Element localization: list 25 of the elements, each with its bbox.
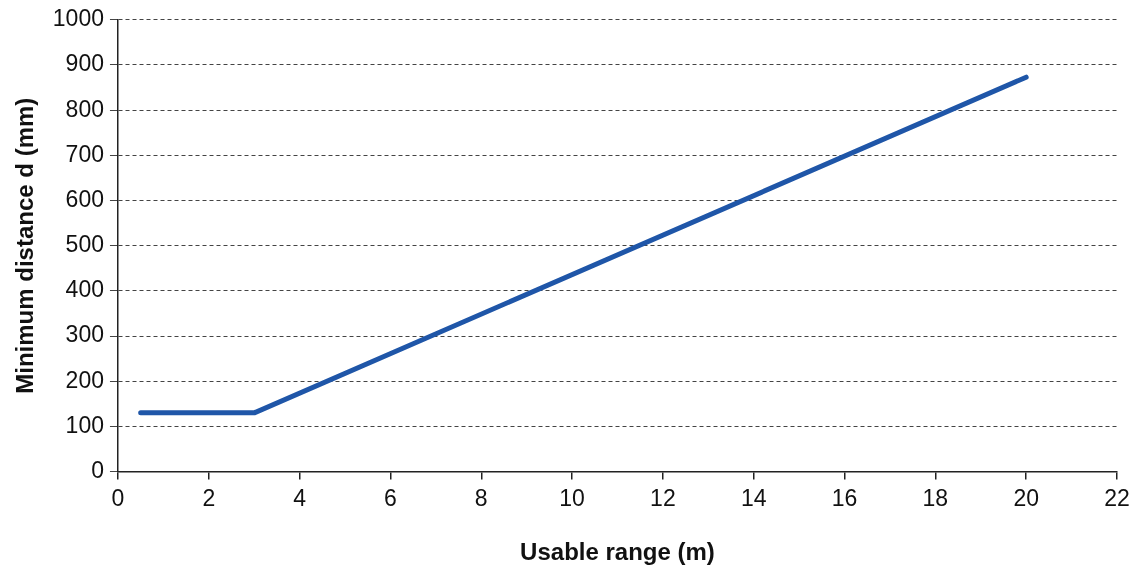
y-tick-label: 300 <box>65 321 104 348</box>
y-tick-label: 500 <box>65 231 104 258</box>
y-tick-label: 900 <box>65 50 104 77</box>
x-axis-title: Usable range (m) <box>520 538 715 566</box>
y-axis-title: Minimum distance d (mm) <box>11 97 39 394</box>
x-tick-label: 18 <box>922 484 949 511</box>
x-tick-label: 14 <box>740 484 767 511</box>
y-tick-label: 400 <box>65 276 104 303</box>
x-tick-label: 4 <box>293 484 307 511</box>
x-tick-label: 10 <box>559 484 585 511</box>
x-tick-label: 20 <box>1013 484 1039 511</box>
x-tick-label: 0 <box>111 484 125 511</box>
x-tick-label: 16 <box>831 484 858 511</box>
y-tick-label: 800 <box>65 95 104 122</box>
x-tick-label: 8 <box>474 484 488 511</box>
y-tick-label: 100 <box>65 411 104 438</box>
y-tick-label: 600 <box>65 185 104 212</box>
x-tick-label: 22 <box>1104 484 1130 511</box>
x-tick-label: 12 <box>650 484 676 511</box>
y-tick-label: 1000 <box>52 5 104 32</box>
y-tick-label: 200 <box>65 366 104 393</box>
x-tick-label: 6 <box>384 484 397 511</box>
y-tick-label: 700 <box>65 140 104 167</box>
y-tick-label: 0 <box>91 456 104 483</box>
x-tick-label: 2 <box>202 484 216 511</box>
